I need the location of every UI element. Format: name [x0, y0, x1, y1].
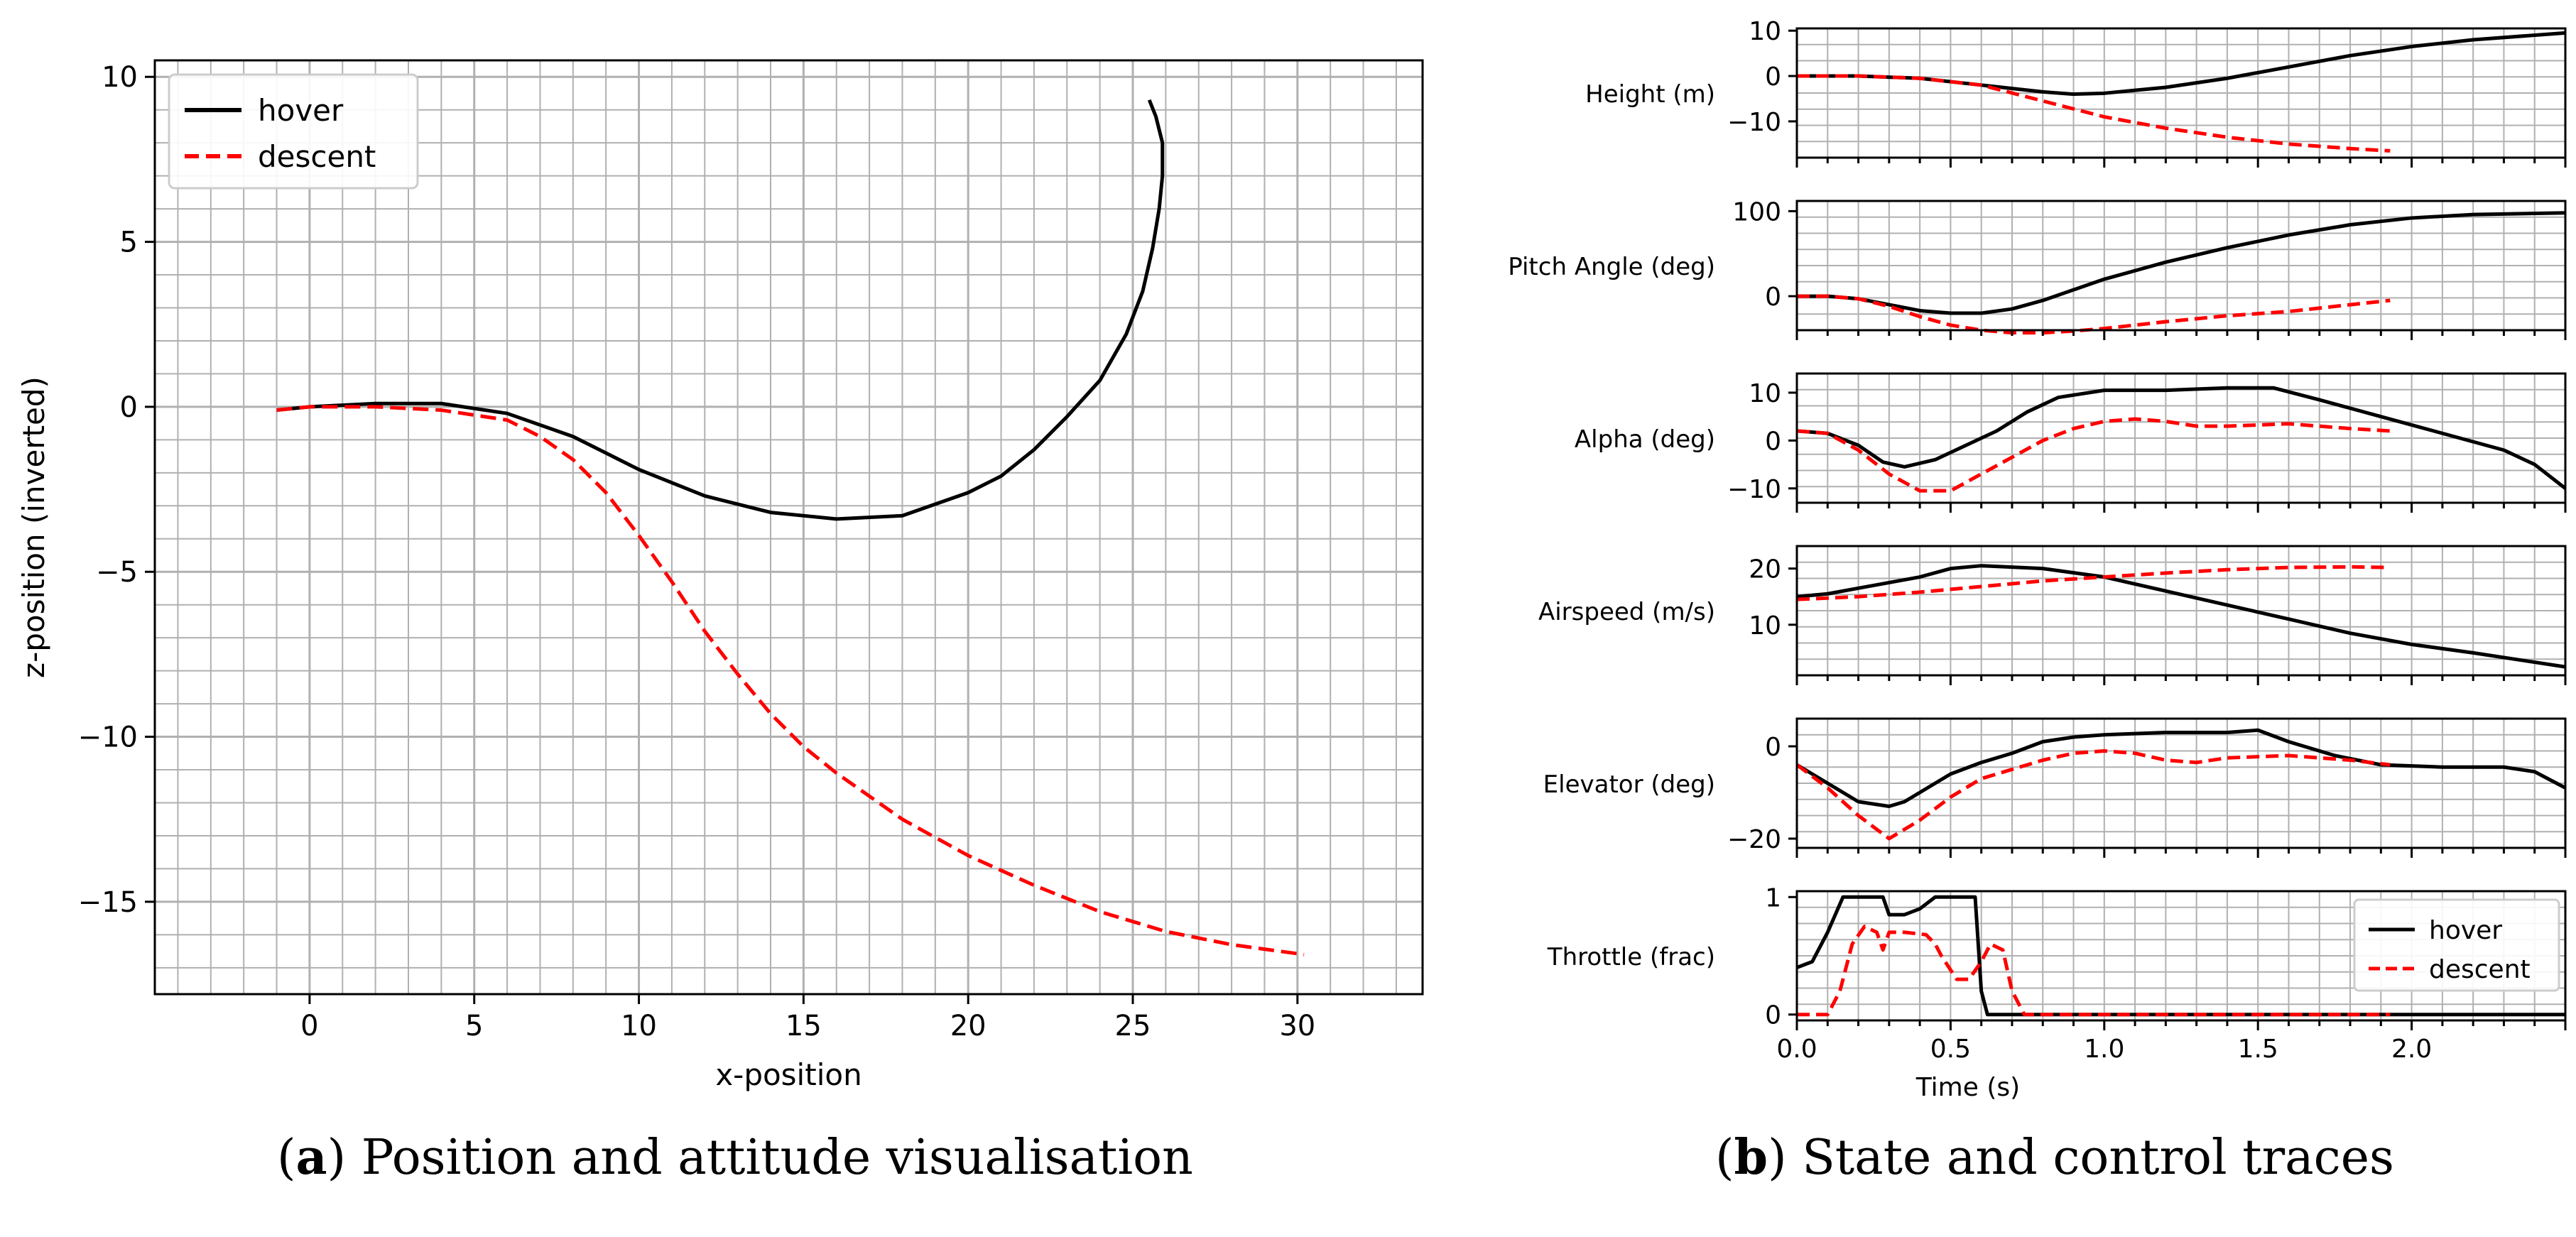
trace-panel-label: Throttle (frac)	[1547, 943, 1715, 971]
x-tick-label: 30	[1279, 1010, 1315, 1042]
trace-panel-label: Height (m)	[1585, 80, 1715, 109]
trace-panel: 0 −20 Elevator (deg)	[1543, 717, 2567, 858]
trace-panel-label: Airspeed (m/s)	[1538, 598, 1715, 626]
x-axis-label: x-position	[715, 1057, 862, 1092]
trace-series-descent	[1796, 417, 2391, 493]
x-tick-label: 0.0	[1776, 1035, 1817, 1064]
x-tick-label: 0.5	[1930, 1035, 1971, 1064]
trace-series-hover	[1796, 386, 2567, 490]
trace-series-hover	[1795, 728, 2567, 808]
caption-a: (a) Position and attitude visualisation	[277, 1129, 1193, 1186]
position-chart: 0 5 10 15 20 25 30 −15 −10 −5 0 5 10 x-position z-posi…	[16, 59, 1424, 1092]
trace-series-descent	[1797, 74, 2391, 153]
x-tick-label: 25	[1115, 1010, 1151, 1042]
y-tick-label: 10	[1749, 611, 1781, 641]
trace-axes-frame	[1795, 545, 2567, 677]
trace-series-hover	[1796, 564, 2566, 669]
y-tick-label: 0	[1765, 733, 1781, 762]
y-tick-label: 0	[1765, 427, 1781, 456]
x-tick-label: 2.0	[2391, 1035, 2432, 1064]
trace-panel-label: Pitch Angle (deg)	[1508, 253, 1715, 281]
y-axis-label: z-position (inverted)	[16, 376, 51, 678]
legend-label-descent: descent	[2429, 955, 2531, 984]
x-tick-label: 1.0	[2084, 1035, 2124, 1064]
trace-panel-label: Alpha (deg)	[1575, 425, 1715, 454]
trace-series-hover	[1796, 895, 2565, 1017]
trace-panel: 10 0 −10 Alpha (deg)	[1575, 372, 2567, 513]
x-tick-label: 1.5	[2238, 1035, 2278, 1064]
x-tick-label: 20	[950, 1010, 987, 1042]
trace-panel: 1 0 Throttle (frac) hover descent 0.0 0.5 1.0 1.…	[1547, 883, 2567, 1102]
legend-box	[168, 73, 419, 190]
y-tick-label: −10	[78, 721, 138, 754]
trace-axes-frame	[1795, 372, 2567, 504]
trace-panel-label: Elevator (deg)	[1543, 770, 1715, 799]
y-tick-label: 5	[120, 227, 138, 259]
trace-legend: hover descent	[2353, 898, 2560, 992]
trace-axes-frame	[1795, 890, 2567, 1022]
y-tick-label: −20	[1727, 825, 1781, 854]
trace-series-descent	[1796, 565, 2391, 601]
trace-axes-frame	[1795, 717, 2567, 849]
y-tick-label: 0	[1765, 62, 1781, 92]
y-tick-label: 100	[1732, 197, 1781, 227]
x-axis-label: Time (s)	[1915, 1073, 2020, 1102]
position-axes-frame	[153, 59, 1424, 996]
trace-panel: 20 10 Airspeed (m/s)	[1538, 545, 2567, 685]
y-tick-label: 0	[120, 391, 138, 424]
y-tick-label: −10	[1727, 108, 1781, 137]
trace-series-hover	[1797, 31, 2566, 97]
y-tick-label: 10	[1749, 379, 1781, 408]
trace-panel: 100 0 Pitch Angle (deg)	[1508, 197, 2567, 340]
y-tick-label: 0	[1765, 1001, 1781, 1030]
position-legend: hover descent	[168, 73, 419, 190]
y-tick-label: 1	[1765, 883, 1781, 912]
legend-label-descent: descent	[258, 139, 376, 174]
y-tick-label: 10	[102, 61, 138, 94]
y-tick-label: −5	[96, 556, 138, 589]
legend-label-hover: hover	[258, 93, 344, 128]
y-tick-label: 10	[1749, 17, 1781, 46]
legend-label-hover: hover	[2429, 916, 2502, 945]
position-series-hover	[276, 99, 1165, 521]
position-grid	[155, 60, 1423, 994]
position-series-descent	[276, 405, 1305, 957]
y-tick-label: 0	[1765, 283, 1781, 312]
y-tick-label: −15	[78, 886, 138, 919]
x-tick-label: 0	[300, 1010, 318, 1042]
x-tick-label: 15	[786, 1010, 822, 1042]
trace-axes-frame	[1795, 200, 2567, 332]
y-tick-label: −10	[1727, 475, 1781, 504]
trace-panel: 10 0 −10 Height (m)	[1585, 17, 2567, 168]
x-tick-label: 10	[621, 1010, 657, 1042]
trace-axes-frame	[1795, 27, 2567, 159]
trace-series-descent	[1797, 294, 2391, 335]
y-tick-label: 20	[1749, 555, 1781, 584]
trace-series-descent	[1795, 749, 2391, 841]
x-tick-label: 5	[465, 1010, 483, 1042]
trace-series-descent	[1797, 925, 2391, 1017]
caption-b: (b) State and control traces	[1715, 1129, 2394, 1186]
